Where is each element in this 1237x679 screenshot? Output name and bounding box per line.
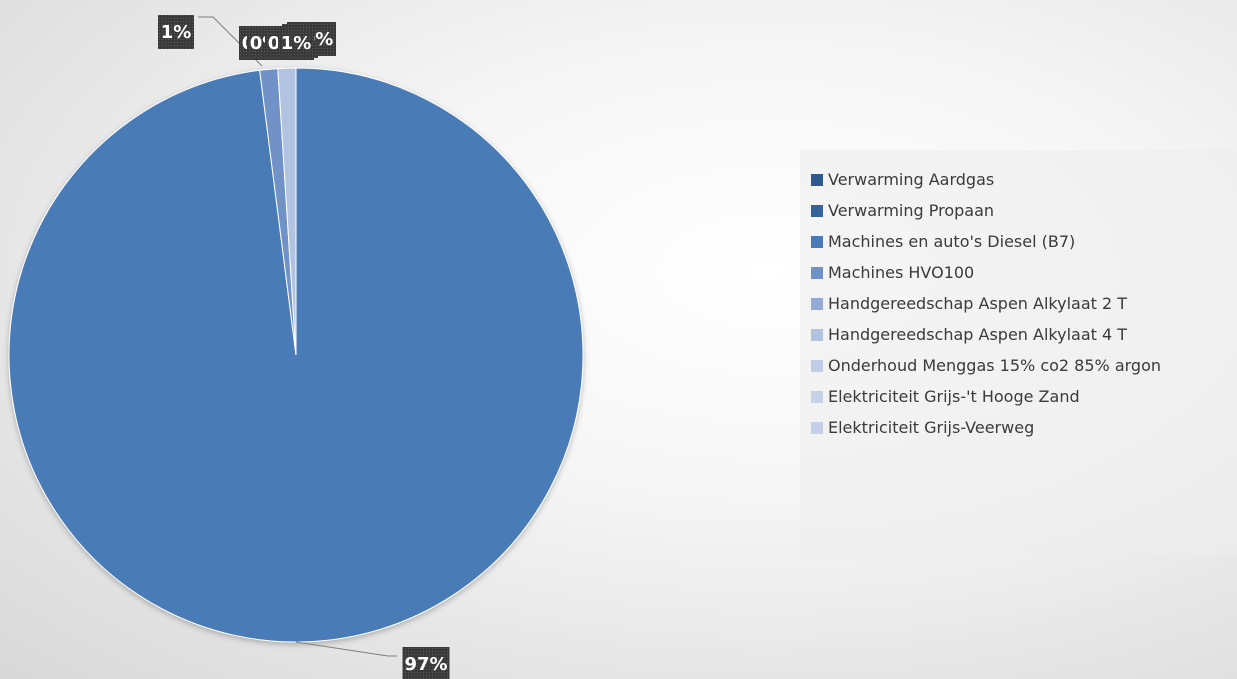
pie-slices xyxy=(8,67,584,643)
legend-swatch xyxy=(811,173,823,186)
legend-label: Elektriciteit Grijs-'t Hooge Zand xyxy=(828,387,1080,406)
legend-swatch xyxy=(811,235,823,248)
data-label-machines-hvo100: 1% xyxy=(158,15,194,49)
legend-swatch xyxy=(811,328,823,341)
legend-item-elektriciteit-grijs-t-hooge-zand: Elektriciteit Grijs-'t Hooge Zand xyxy=(811,381,1237,412)
legend-item-onderhoud-menggas-15-co2-85-argon: Onderhoud Menggas 15% co2 85% argon xyxy=(811,350,1237,381)
legend-swatch xyxy=(811,266,823,279)
legend-swatch xyxy=(811,359,823,372)
legend-item-machines-en-auto-s-diesel-b7: Machines en auto's Diesel (B7) xyxy=(811,226,1237,257)
legend-label: Onderhoud Menggas 15% co2 85% argon xyxy=(828,356,1162,375)
legend-item-verwarming-aardgas: Verwarming Aardgas xyxy=(811,164,1237,195)
leader-line-machines-en-auto-s-diesel-b7 xyxy=(295,641,397,657)
data-label-handgereedschap-aspen-alkylaat-4-t: 1% xyxy=(278,26,314,60)
legend-swatch xyxy=(811,390,823,403)
legend-swatch xyxy=(811,421,823,434)
data-label-machines-en-auto-s-diesel-b7: 97% xyxy=(402,647,450,679)
data-label-box xyxy=(402,647,450,679)
legend: Verwarming Aardgas Verwarming Propaan Mach… xyxy=(800,150,1237,555)
legend-item-verwarming-propaan: Verwarming Propaan xyxy=(811,195,1237,226)
data-labels: 0%0%0%0%0%0%1%1%97% xyxy=(158,15,450,679)
legend-label: Handgereedschap Aspen Alkylaat 4 T xyxy=(828,325,1128,344)
pie-slice-handgereedschap-aspen-alkylaat-4-t xyxy=(277,67,297,356)
legend-item-machines-hvo100: Machines HVO100 xyxy=(811,257,1237,288)
legend-swatch xyxy=(811,204,823,217)
legend-label: Verwarming Propaan xyxy=(828,201,995,220)
data-label-box xyxy=(278,26,314,60)
legend-label: Machines HVO100 xyxy=(828,263,975,282)
legend-item-elektriciteit-grijs-veerweg: Elektriciteit Grijs-Veerweg xyxy=(811,412,1237,443)
data-label-box xyxy=(158,15,194,49)
legend-item-handgereedschap-aspen-alkylaat-4-t: Handgereedschap Aspen Alkylaat 4 T xyxy=(811,319,1237,350)
data-label-text: 1% xyxy=(161,22,192,43)
data-label-text: 1% xyxy=(281,33,312,54)
legend-label: Machines en auto's Diesel (B7) xyxy=(828,232,1076,251)
legend-label: Elektriciteit Grijs-Veerweg xyxy=(828,418,1035,437)
legend-label: Handgereedschap Aspen Alkylaat 2 T xyxy=(828,294,1128,313)
legend-item-handgereedschap-aspen-alkylaat-2-t: Handgereedschap Aspen Alkylaat 2 T xyxy=(811,288,1237,319)
legend-label: Verwarming Aardgas xyxy=(828,170,995,189)
data-label-text: 97% xyxy=(404,654,447,675)
legend-swatch xyxy=(811,297,823,310)
